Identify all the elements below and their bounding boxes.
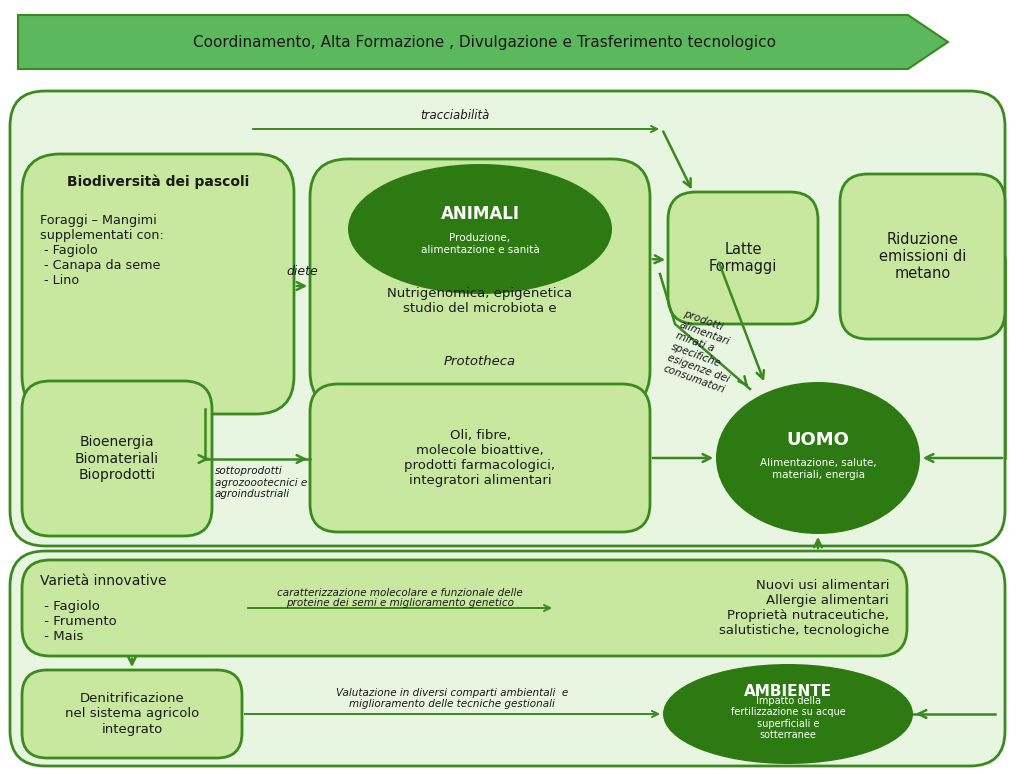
Ellipse shape: [348, 164, 612, 294]
Text: diete: diete: [286, 265, 317, 278]
Text: sottoprodotti
agrozoootecnici e
agroindustriali: sottoprodotti agrozoootecnici e agroindu…: [215, 466, 307, 499]
Text: - Fagiolo
 - Frumento
 - Mais: - Fagiolo - Frumento - Mais: [40, 600, 117, 643]
Ellipse shape: [663, 664, 913, 764]
FancyBboxPatch shape: [22, 154, 294, 414]
Text: Bioenergia
Biomateriali
Bioprodotti: Bioenergia Biomateriali Bioprodotti: [75, 435, 159, 481]
FancyBboxPatch shape: [310, 384, 650, 532]
Text: Denitrificazione
nel sistema agricolo
integrato: Denitrificazione nel sistema agricolo in…: [65, 693, 199, 735]
Text: Nutrigenomica, epigenetica
studio del microbiota e: Nutrigenomica, epigenetica studio del mi…: [387, 287, 572, 315]
FancyBboxPatch shape: [840, 174, 1005, 339]
FancyBboxPatch shape: [22, 381, 212, 536]
Text: Produzione,
alimentazione e sanità: Produzione, alimentazione e sanità: [421, 233, 540, 255]
Text: Alimentazione, salute,
materiali, energia: Alimentazione, salute, materiali, energi…: [760, 458, 877, 480]
Text: caratterizzazione molecolare e funzionale delle: caratterizzazione molecolare e funzional…: [278, 588, 523, 598]
FancyBboxPatch shape: [22, 670, 242, 758]
Text: UOMO: UOMO: [786, 431, 850, 449]
Text: miglioramento delle tecniche gestionali: miglioramento delle tecniche gestionali: [349, 699, 555, 709]
FancyBboxPatch shape: [668, 192, 818, 324]
Text: proteine dei semi e miglioramento genetico: proteine dei semi e miglioramento geneti…: [286, 598, 514, 608]
Text: Latte
Formaggi: Latte Formaggi: [709, 241, 777, 274]
FancyBboxPatch shape: [310, 159, 650, 409]
Text: tracciabilità: tracciabilità: [420, 109, 489, 122]
Text: Riduzione
emissioni di
metano: Riduzione emissioni di metano: [879, 231, 967, 282]
Text: Prototheca: Prototheca: [444, 354, 516, 368]
Text: Valutazione in diversi comparti ambientali  e: Valutazione in diversi comparti ambienta…: [336, 688, 568, 698]
FancyBboxPatch shape: [10, 551, 1005, 766]
Text: Impatto della
fertilizzazione su acque
superficiali e
sotterranee: Impatto della fertilizzazione su acque s…: [731, 696, 846, 741]
Text: prodotti
alimentari
mirati a
specifiche
esigenze dei
consumatori: prodotti alimentari mirati a specifiche …: [662, 309, 746, 395]
Text: Foraggi – Mangimi
supplementati con:
 - Fagiolo
 - Canapa da seme
 - Lino: Foraggi – Mangimi supplementati con: - F…: [40, 214, 164, 287]
Text: Varietà innovative: Varietà innovative: [40, 574, 167, 588]
Text: Oli, fibre,
molecole bioattive,
prodotti farmacologici,
integratori alimentari: Oli, fibre, molecole bioattive, prodotti…: [404, 429, 555, 487]
Text: AMBIENTE: AMBIENTE: [744, 684, 833, 700]
FancyBboxPatch shape: [22, 560, 907, 656]
FancyArrow shape: [18, 15, 948, 69]
Ellipse shape: [716, 382, 920, 534]
FancyBboxPatch shape: [10, 91, 1005, 546]
Text: Nuovi usi alimentari
Allergie alimentari
Proprietà nutraceutiche,
salutistiche, : Nuovi usi alimentari Allergie alimentari…: [719, 579, 889, 637]
Text: ANIMALI: ANIMALI: [440, 205, 519, 223]
Text: Coordinamento, Alta Formazione , Divulgazione e Trasferimento tecnologico: Coordinamento, Alta Formazione , Divulga…: [194, 35, 776, 50]
Text: Biodiversità dei pascoli: Biodiversità dei pascoli: [67, 174, 249, 189]
